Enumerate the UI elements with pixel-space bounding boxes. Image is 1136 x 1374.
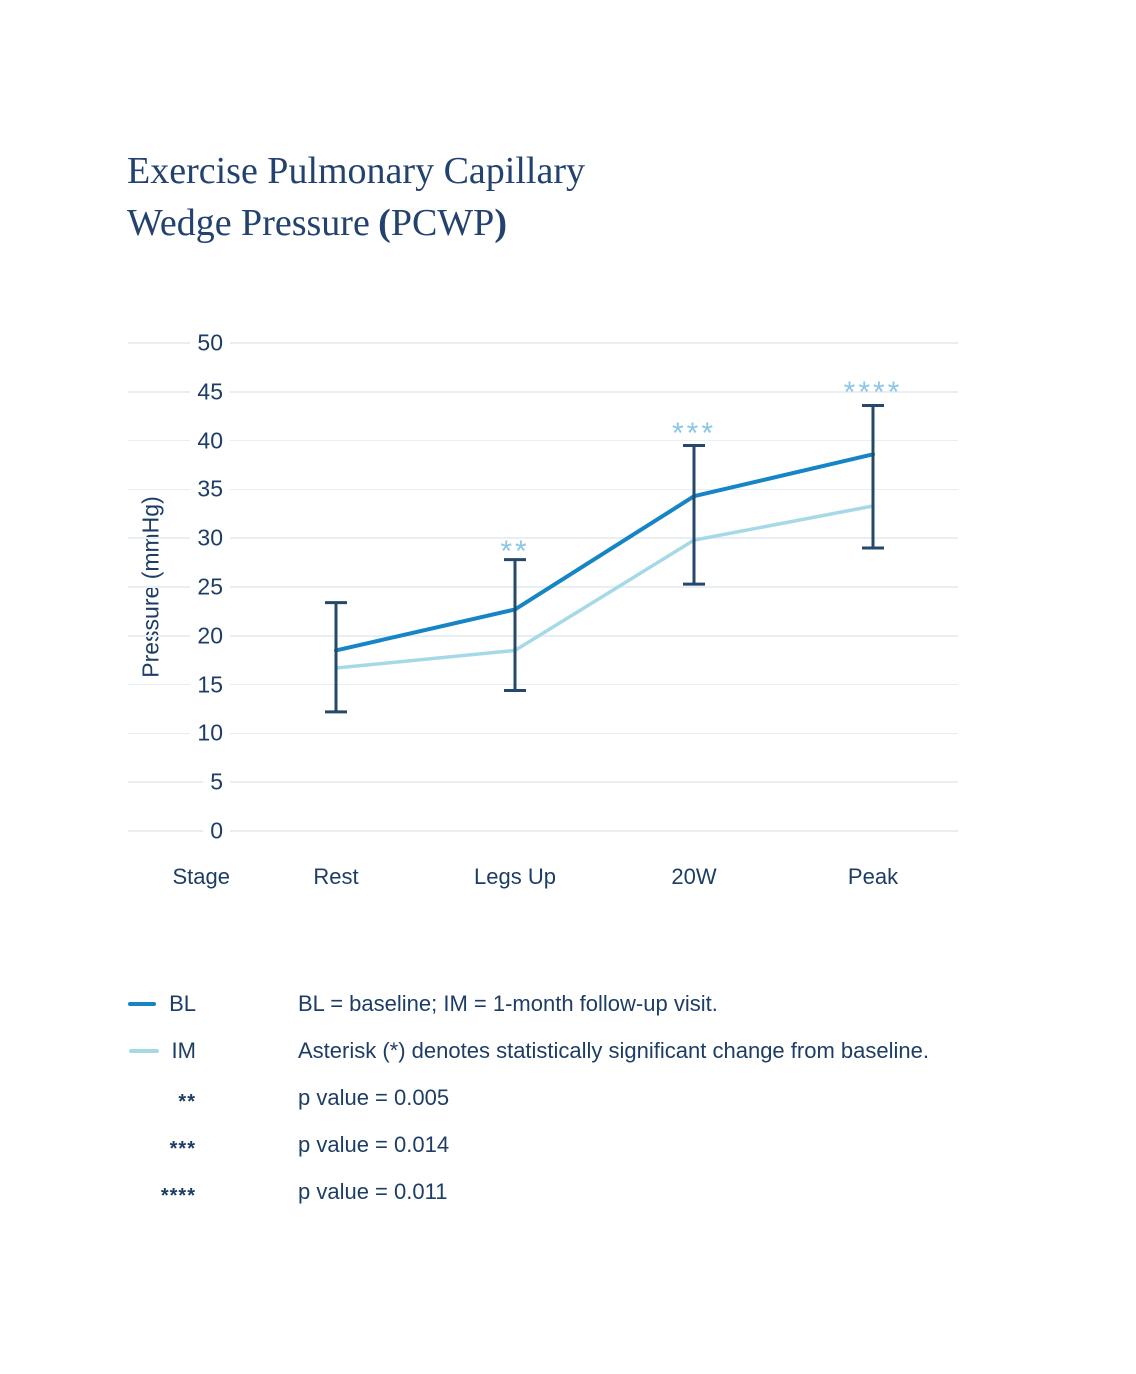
legend-key-label: IM bbox=[171, 1037, 196, 1063]
y-tick-label: 40 bbox=[190, 425, 230, 456]
asterisk-key: ** bbox=[178, 1091, 196, 1113]
y-tick-label: 5 bbox=[203, 766, 230, 798]
legend-description: Asterisk (*) denotes statistically signi… bbox=[298, 1037, 929, 1063]
legend-key-3-asterisks: *** bbox=[128, 1133, 196, 1160]
title-paren-close: ) bbox=[494, 202, 507, 244]
title-line-2-text: Wedge Pressure bbox=[127, 202, 370, 244]
gridline bbox=[128, 439, 958, 442]
y-tick-label: 25 bbox=[190, 571, 230, 603]
legend-key-4-asterisks: **** bbox=[128, 1180, 196, 1207]
legend-key-bl: BL bbox=[128, 991, 196, 1017]
chart-canvas: ********* bbox=[325, 376, 903, 714]
asterisk-key: *** bbox=[169, 1138, 196, 1160]
gridline bbox=[128, 781, 958, 783]
bl-line-swatch bbox=[128, 1001, 157, 1006]
y-tick-label: 0 bbox=[203, 815, 230, 847]
y-tick-label: 35 bbox=[190, 474, 230, 505]
legend-item-im: IM Asterisk (*) denotes statistically si… bbox=[128, 1027, 968, 1074]
error-bar-20w bbox=[683, 443, 705, 586]
legend-item-2-asterisks: ** p value = 0.005 bbox=[128, 1074, 968, 1121]
legend-key-im: IM bbox=[128, 1038, 196, 1064]
title-line-1: Exercise Pulmonary Capillary bbox=[127, 150, 585, 192]
x-category-peak: Peak bbox=[847, 864, 899, 889]
figure-title: Exercise Pulmonary Capillary Wedge Pressu… bbox=[127, 145, 585, 249]
gridline bbox=[128, 586, 958, 588]
plot-area: 50 45 40 35 30 25 20 15 10 5 0 ** *** **** bbox=[128, 327, 958, 847]
significance-asterisks-legs-up: ** bbox=[500, 535, 529, 568]
significance-asterisks-20w: *** bbox=[672, 417, 716, 450]
legend-item-3-asterisks: *** p value = 0.014 bbox=[128, 1121, 968, 1168]
series-line-im bbox=[334, 504, 875, 670]
y-tick-label: 15 bbox=[190, 669, 230, 700]
x-category-rest: Rest bbox=[313, 864, 359, 889]
legend-key-label: BL bbox=[169, 990, 196, 1016]
legend-item-4-asterisks: **** p value = 0.011 bbox=[128, 1168, 968, 1215]
gridline bbox=[128, 635, 958, 637]
x-category-legs-up: Legs Up bbox=[474, 864, 556, 889]
legend: BL BL = baseline; IM = 1-month follow-up… bbox=[128, 980, 968, 1215]
gridline bbox=[128, 391, 958, 393]
title-line-2: Wedge Pressure (PCWP) bbox=[127, 202, 507, 244]
y-tick-label: 45 bbox=[190, 376, 230, 408]
im-line-swatch bbox=[128, 1048, 159, 1053]
legend-description: p value = 0.005 bbox=[298, 1084, 450, 1110]
gridline bbox=[128, 683, 958, 686]
legend-description: p value = 0.014 bbox=[298, 1131, 450, 1157]
gridline bbox=[128, 537, 958, 539]
y-tick-label: 50 bbox=[190, 327, 230, 359]
y-tick-label: 20 bbox=[190, 620, 230, 652]
legend-description: BL = baseline; IM = 1-month follow-up vi… bbox=[298, 990, 718, 1016]
x-category-20w: 20W bbox=[671, 864, 717, 889]
title-paren-open: ( bbox=[378, 202, 391, 244]
gridline bbox=[128, 732, 958, 735]
gridline bbox=[128, 488, 958, 491]
legend-item-bl: BL BL = baseline; IM = 1-month follow-up… bbox=[128, 980, 968, 1027]
gridline bbox=[128, 342, 958, 344]
y-tick-label: 30 bbox=[190, 522, 230, 554]
legend-key-2-asterisks: ** bbox=[128, 1086, 196, 1113]
x-axis-title: Stage bbox=[172, 864, 231, 889]
legend-description: p value = 0.011 bbox=[298, 1178, 448, 1204]
series-line-bl bbox=[334, 452, 875, 653]
title-acronym: PCWP bbox=[390, 202, 495, 244]
x-axis: Stage Rest Legs Up 20W Peak bbox=[128, 864, 958, 894]
asterisk-key: **** bbox=[160, 1185, 196, 1207]
y-tick-label: 10 bbox=[190, 718, 230, 749]
gridline bbox=[128, 830, 958, 832]
error-bar-legs-up bbox=[504, 558, 526, 692]
error-bar-rest bbox=[325, 601, 347, 714]
significance-asterisks-peak: **** bbox=[844, 376, 903, 409]
error-bar-peak bbox=[862, 403, 884, 550]
